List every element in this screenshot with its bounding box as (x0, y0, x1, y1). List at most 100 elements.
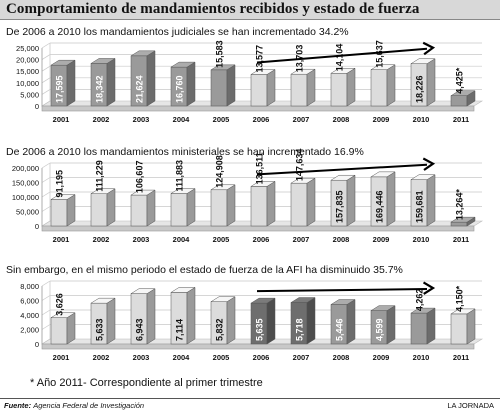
grid-diagonal (41, 89, 51, 95)
data-label: 159,681 (415, 190, 425, 223)
x-tick-label: 2004 (173, 353, 191, 362)
bar-2011 (450, 90, 476, 107)
bar-2005 (210, 184, 236, 227)
data-label: 169,446 (375, 190, 385, 223)
bar-2010 (410, 58, 436, 107)
data-label: 4,262 (415, 289, 425, 312)
chart-floor-front (41, 105, 475, 112)
bar-2007 (290, 177, 316, 227)
x-tick-label: 2010 (413, 353, 430, 362)
bar-2011 (450, 308, 476, 345)
bar-2003 (130, 288, 156, 345)
bar-side (186, 61, 196, 107)
grid-diagonal (41, 295, 51, 301)
bar-top (450, 216, 476, 223)
bar-top (50, 194, 76, 200)
bar-top (210, 184, 236, 191)
bar-top (330, 174, 356, 181)
title-bar: Comportamiento de mandamientos recibidos… (0, 0, 500, 20)
bar-side (386, 171, 396, 227)
bar-side (226, 64, 236, 107)
bar-2009 (370, 64, 396, 107)
x-tick-label: 2003 (133, 115, 150, 124)
data-label: 5,635 (255, 318, 265, 341)
y-tick-label: 200,000 (12, 164, 39, 173)
bar-side (266, 69, 276, 107)
data-label: 18,342 (95, 75, 105, 103)
data-label: 124,908 (215, 155, 225, 188)
bar-2003 (130, 189, 156, 227)
data-label: 21,624 (135, 75, 145, 103)
bar-side (426, 58, 436, 107)
bar-side (106, 57, 116, 107)
bar-front (450, 221, 468, 227)
publisher-credit: LA JORNADA (447, 401, 494, 410)
data-label: 13,264* (455, 189, 465, 221)
y-tick-label: 6,000 (20, 297, 39, 306)
y-tick-label: 100,000 (12, 193, 39, 202)
bar-2009 (370, 305, 396, 345)
bar-front (370, 69, 388, 107)
chart-title: Sin embargo, en el mismo periodo el esta… (6, 264, 403, 276)
x-tick-label: 2003 (133, 235, 150, 244)
grid-diagonal (41, 54, 51, 60)
data-label: 17,595 (55, 75, 65, 103)
data-label: 5,446 (335, 318, 345, 341)
bar-side (266, 297, 276, 345)
data-label: 4,150* (455, 285, 465, 312)
bar-2007 (290, 68, 316, 107)
grid-diagonal (41, 206, 51, 212)
data-label: 16,760 (175, 75, 185, 103)
x-tick-label: 2004 (173, 115, 191, 124)
bar-side (346, 299, 356, 345)
bar-top (450, 90, 476, 96)
data-label: 7,114 (175, 319, 185, 341)
x-tick-label: 2001 (53, 353, 70, 362)
x-tick-label: 2002 (93, 115, 110, 124)
grid-diagonal (41, 162, 51, 169)
x-tick-label: 2004 (173, 235, 191, 244)
bar-2002 (90, 188, 116, 227)
source-text: Agencia Federal de Investigación (33, 401, 145, 410)
trend-arrow (256, 163, 428, 176)
bar-front (450, 95, 468, 107)
bar-2001 (50, 312, 76, 345)
x-tick-label: 2010 (413, 235, 430, 244)
bar-top (290, 68, 316, 75)
grid-diagonal (41, 42, 51, 49)
chart-floor-front (41, 343, 475, 350)
bar-top (290, 177, 316, 184)
bar-side (426, 174, 436, 227)
x-tick-label: 2007 (293, 235, 310, 244)
bar-top (90, 58, 116, 64)
trend-arrow (256, 288, 428, 293)
data-label: 157,835 (335, 190, 345, 223)
bar-2004 (170, 61, 196, 107)
bar-side (106, 188, 116, 227)
grid-diagonal (41, 309, 51, 316)
bar-top (290, 297, 316, 303)
y-tick-label: 150,000 (12, 179, 39, 188)
bar-top (410, 58, 436, 64)
bar-side (146, 288, 156, 345)
bar-2009 (370, 171, 396, 227)
bar-front (170, 193, 188, 227)
grid-diagonal (41, 280, 51, 287)
page-title: Comportamiento de mandamientos recibidos… (6, 1, 420, 17)
y-tick-label: 50,000 (16, 208, 39, 217)
x-tick-label: 2005 (213, 235, 230, 244)
bar-side (186, 188, 196, 227)
bar-front (50, 317, 68, 345)
y-tick-label: 2,000 (20, 326, 39, 335)
bar-2004 (170, 188, 196, 227)
bar-front (210, 69, 228, 107)
y-tick-label: 5,000 (20, 90, 39, 99)
chart-floor-front (41, 225, 475, 232)
bar-top (450, 308, 476, 315)
data-label: 18,226 (415, 75, 425, 103)
bar-front (450, 313, 468, 345)
x-tick-label: 2005 (213, 115, 230, 124)
bar-front (250, 186, 268, 227)
x-tick-label: 2011 (453, 235, 469, 244)
y-tick-label: 0 (35, 222, 39, 231)
